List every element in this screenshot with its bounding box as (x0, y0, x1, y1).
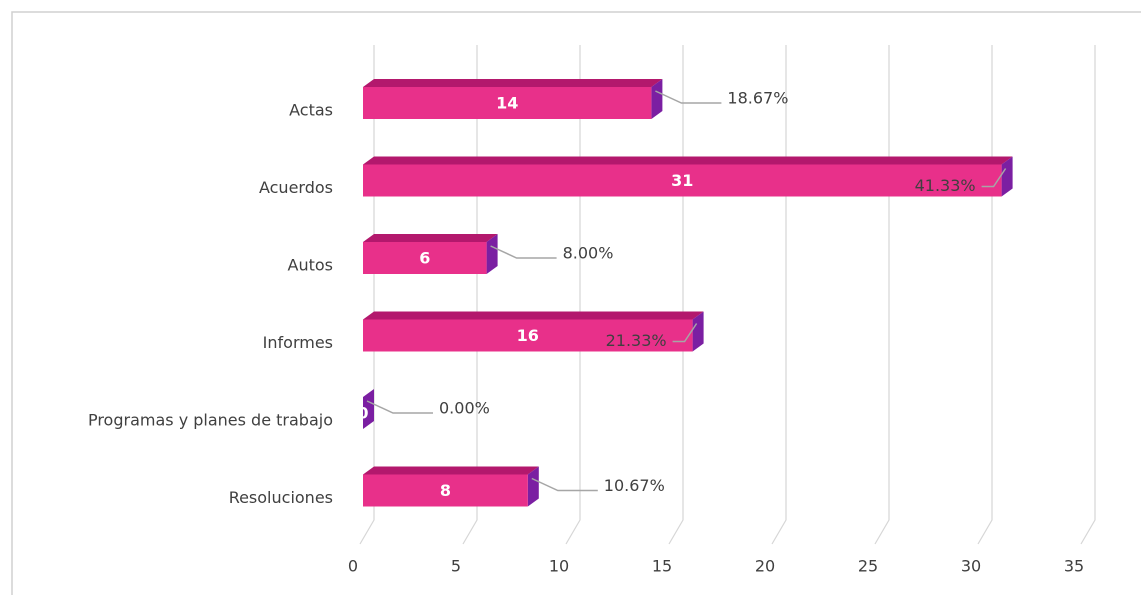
percentage-label: 10.67% (604, 476, 665, 495)
value-label: 31 (671, 171, 693, 190)
bar-side (527, 466, 539, 507)
bar (363, 319, 693, 352)
percentage-label: 21.33% (606, 331, 667, 350)
x-tick-label: 5 (451, 557, 461, 576)
bar-top (363, 311, 704, 320)
percentage-label: 18.67% (727, 89, 788, 108)
grid-line (359, 45, 375, 545)
value-label: 16 (517, 326, 539, 345)
value-label: 14 (496, 94, 518, 113)
value-label: 8 (440, 481, 451, 500)
grid-line (565, 45, 581, 545)
x-tick-label: 10 (549, 557, 569, 576)
leader-line (366, 400, 433, 414)
leader-line (672, 323, 698, 343)
bar-side (486, 234, 498, 274)
bar (363, 87, 652, 119)
value-label: 0 (357, 404, 368, 423)
leader-line (981, 168, 1007, 188)
bar (363, 164, 1002, 197)
leader-line (490, 245, 557, 259)
grid-line (874, 45, 890, 545)
leader-line (655, 90, 722, 104)
y-tick-label: Acuerdos (259, 178, 333, 197)
bar-top (363, 156, 1013, 165)
x-tick-label: 30 (961, 557, 981, 576)
x-tick-label: 0 (348, 557, 358, 576)
percentage-label: 0.00% (439, 399, 490, 418)
bar-side (1001, 156, 1013, 197)
grid-line (1080, 45, 1096, 545)
frame (11, 11, 1141, 595)
y-tick-label: Actas (289, 101, 333, 120)
bar-top (363, 79, 663, 87)
bar-side (651, 79, 663, 119)
bar (363, 474, 528, 507)
bar-top (363, 234, 498, 242)
bar-side (363, 389, 374, 429)
grid-line (771, 45, 787, 545)
value-label: 6 (419, 249, 430, 268)
x-tick-label: 35 (1064, 557, 1084, 576)
percentage-label: 41.33% (915, 176, 976, 195)
x-tick-label: 25 (858, 557, 878, 576)
bar-side (692, 311, 704, 352)
grid-line (977, 45, 993, 545)
percentage-label: 8.00% (563, 244, 614, 263)
y-tick-label: Resoluciones (229, 488, 333, 507)
grid-line (668, 45, 684, 545)
y-tick-label: Autos (288, 256, 333, 275)
y-tick-label: Informes (263, 333, 333, 352)
bar (363, 242, 487, 274)
y-tick-label: Programas y planes de trabajo (88, 411, 333, 430)
grid-line (462, 45, 478, 545)
x-tick-label: 20 (755, 557, 775, 576)
leader-line (531, 477, 598, 492)
bar-top (363, 466, 539, 475)
x-tick-label: 15 (652, 557, 672, 576)
